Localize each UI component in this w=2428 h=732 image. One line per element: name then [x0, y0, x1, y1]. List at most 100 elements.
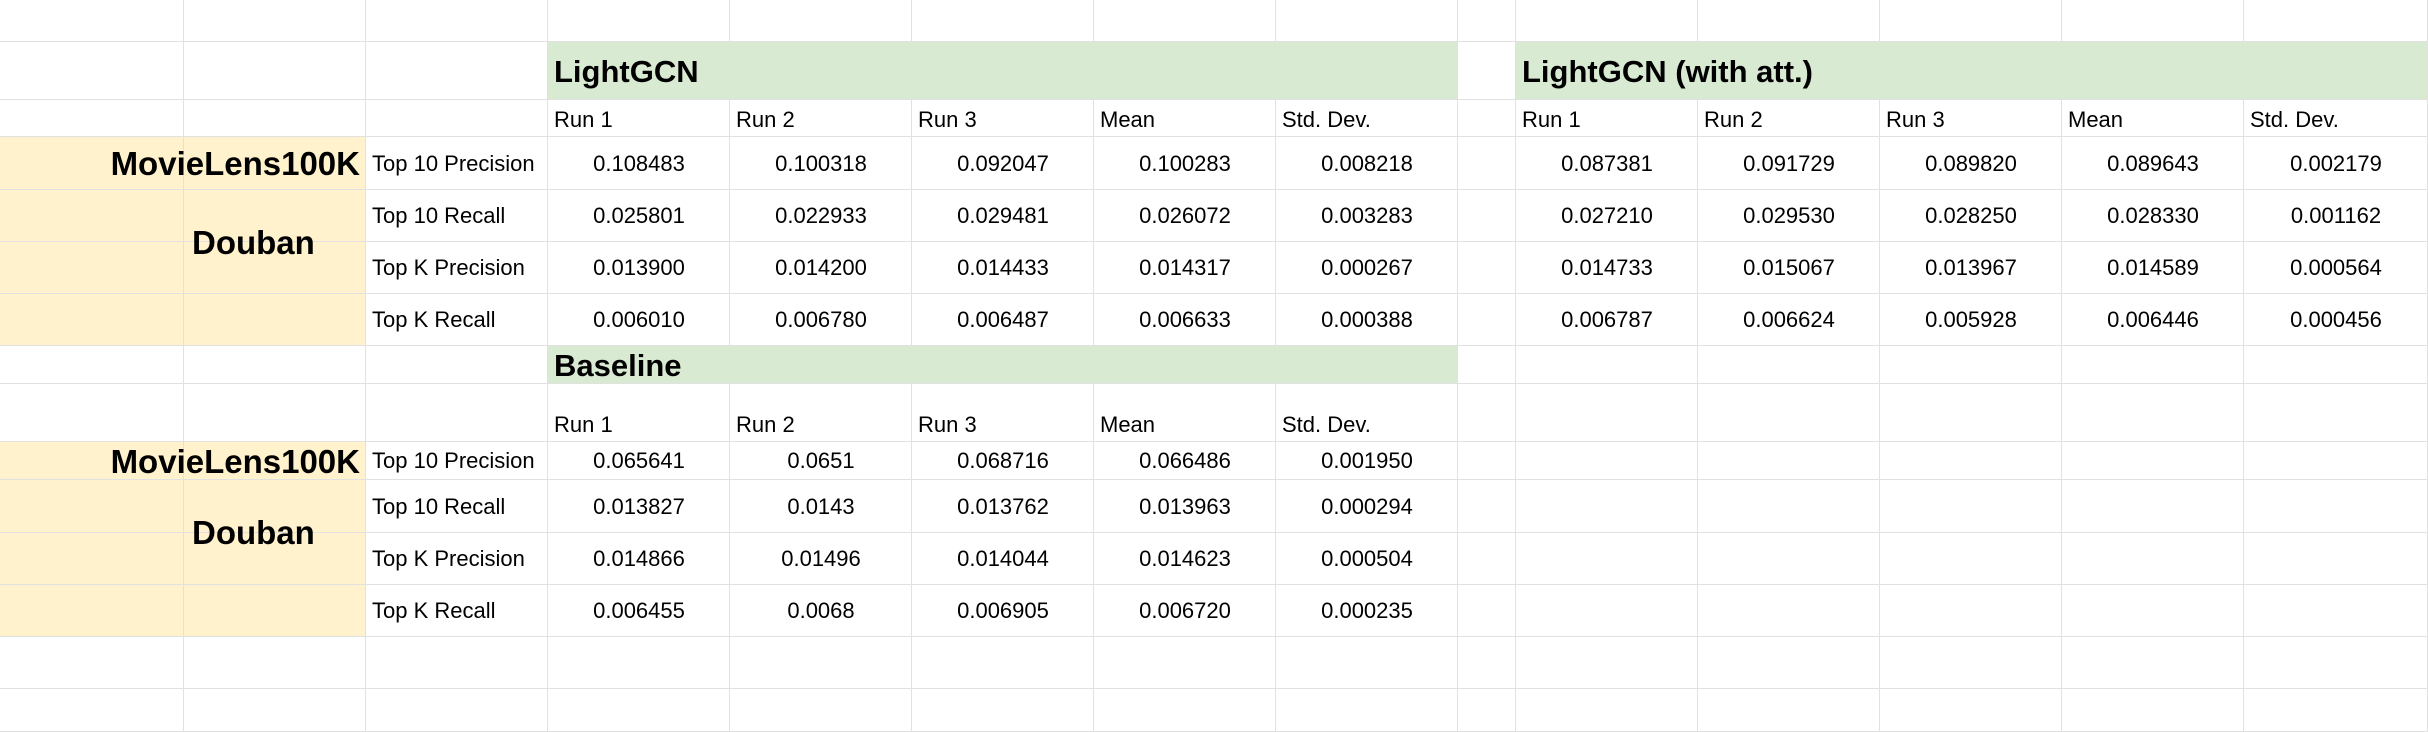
empty-cell[interactable] — [1516, 190, 1698, 242]
empty-cell[interactable] — [1094, 533, 1276, 585]
empty-cell[interactable] — [366, 442, 548, 480]
dataset-label-cell[interactable] — [184, 190, 366, 242]
empty-cell[interactable] — [2062, 346, 2244, 384]
empty-cell[interactable] — [1880, 480, 2062, 533]
empty-cell[interactable] — [1880, 294, 2062, 346]
value-cell[interactable]: 0.0143 — [787, 493, 855, 519]
metric-label[interactable]: Top 10 Precision — [372, 150, 535, 176]
empty-cell[interactable] — [1516, 294, 1698, 346]
value-cell[interactable]: 0.027210 — [1561, 203, 1653, 228]
empty-cell[interactable] — [912, 137, 1094, 190]
column-header[interactable]: Run 1 — [554, 107, 613, 132]
value-cell[interactable]: 0.029530 — [1743, 203, 1835, 228]
empty-cell[interactable] — [1880, 533, 2062, 585]
value-cell[interactable]: 0.100318 — [775, 150, 867, 176]
empty-cell[interactable] — [1880, 384, 2062, 442]
empty-cell[interactable] — [366, 137, 548, 190]
empty-cell[interactable] — [1698, 585, 1880, 637]
column-header[interactable]: Mean — [1100, 107, 1156, 132]
empty-cell[interactable] — [548, 137, 730, 190]
empty-cell[interactable] — [1094, 384, 1276, 442]
empty-cell[interactable] — [730, 480, 912, 533]
value-cell[interactable]: 0.065641 — [593, 448, 685, 473]
column-header[interactable]: Run 3 — [1886, 107, 1945, 132]
empty-cell[interactable] — [2244, 637, 2428, 689]
empty-cell[interactable] — [2062, 100, 2244, 137]
empty-cell[interactable] — [366, 637, 548, 689]
value-cell[interactable]: 0.013762 — [957, 493, 1049, 519]
header-cell[interactable] — [912, 42, 1094, 100]
dataset-label-cell[interactable] — [0, 190, 184, 242]
value-cell[interactable]: 0.000504 — [1321, 546, 1413, 571]
empty-cell[interactable] — [730, 242, 912, 294]
empty-cell[interactable] — [366, 533, 548, 585]
empty-cell[interactable] — [1516, 0, 1698, 42]
empty-cell[interactable] — [1094, 442, 1276, 480]
empty-cell[interactable] — [730, 689, 912, 732]
empty-cell[interactable] — [730, 384, 912, 442]
empty-cell[interactable] — [548, 689, 730, 732]
value-cell[interactable]: 0.006633 — [1139, 307, 1231, 332]
empty-cell[interactable] — [912, 480, 1094, 533]
value-cell[interactable]: 0.006905 — [957, 598, 1049, 623]
dataset-label-cell[interactable] — [184, 585, 366, 637]
metric-label[interactable]: Top K Recall — [372, 307, 496, 332]
empty-cell[interactable] — [1458, 585, 1516, 637]
empty-cell[interactable] — [1094, 294, 1276, 346]
empty-cell[interactable] — [1094, 242, 1276, 294]
empty-cell[interactable] — [1458, 100, 1516, 137]
empty-cell[interactable] — [1516, 585, 1698, 637]
empty-cell[interactable] — [548, 0, 730, 42]
empty-cell[interactable] — [730, 533, 912, 585]
empty-cell[interactable] — [0, 42, 184, 100]
empty-cell[interactable] — [1698, 190, 1880, 242]
empty-cell[interactable] — [366, 42, 548, 100]
dataset-label-cell[interactable] — [0, 480, 184, 533]
value-cell[interactable]: 0.066486 — [1139, 448, 1231, 473]
table-title-lightgcn[interactable]: LightGCN — [554, 53, 699, 89]
value-cell[interactable]: 0.014623 — [1139, 546, 1231, 571]
value-cell[interactable]: 0.006487 — [957, 307, 1049, 332]
value-cell[interactable]: 0.000235 — [1321, 598, 1413, 623]
empty-cell[interactable] — [548, 442, 730, 480]
empty-cell[interactable] — [912, 533, 1094, 585]
value-cell[interactable]: 0.006780 — [775, 307, 867, 332]
dataset-label-douban[interactable]: Douban — [192, 223, 315, 261]
dataset-label-cell[interactable] — [0, 137, 184, 190]
value-cell[interactable]: 0.014733 — [1561, 255, 1653, 280]
value-cell[interactable]: 0.100283 — [1139, 150, 1231, 176]
value-cell[interactable]: 0.022933 — [775, 203, 867, 228]
empty-cell[interactable] — [366, 480, 548, 533]
empty-cell[interactable] — [912, 242, 1094, 294]
empty-cell[interactable] — [2062, 585, 2244, 637]
empty-cell[interactable] — [1458, 242, 1516, 294]
empty-cell[interactable] — [2062, 689, 2244, 732]
empty-cell[interactable] — [548, 480, 730, 533]
value-cell[interactable]: 0.0651 — [787, 448, 855, 473]
empty-cell[interactable] — [1698, 480, 1880, 533]
empty-cell[interactable] — [2062, 0, 2244, 42]
empty-cell[interactable] — [1094, 190, 1276, 242]
value-cell[interactable]: 0.089643 — [2107, 150, 2199, 176]
empty-cell[interactable] — [0, 346, 184, 384]
value-cell[interactable]: 0.015067 — [1743, 255, 1835, 280]
column-header[interactable]: Std. Dev. — [1282, 412, 1371, 437]
header-cell[interactable] — [548, 42, 730, 100]
metric-label[interactable]: Top 10 Recall — [372, 203, 506, 228]
column-header[interactable]: Run 3 — [918, 107, 977, 132]
column-header[interactable]: Run 2 — [736, 107, 795, 132]
empty-cell[interactable] — [548, 100, 730, 137]
empty-cell[interactable] — [0, 0, 184, 42]
empty-cell[interactable] — [730, 585, 912, 637]
value-cell[interactable]: 0.108483 — [593, 150, 685, 176]
empty-cell[interactable] — [366, 100, 548, 137]
empty-cell[interactable] — [0, 637, 184, 689]
empty-cell[interactable] — [1458, 480, 1516, 533]
empty-cell[interactable] — [1516, 346, 1698, 384]
empty-cell[interactable] — [1516, 384, 1698, 442]
value-cell[interactable]: 0.008218 — [1321, 150, 1413, 176]
dataset-label-cell[interactable] — [0, 242, 184, 294]
column-header[interactable]: Mean — [2068, 107, 2124, 132]
empty-cell[interactable] — [366, 0, 548, 42]
empty-cell[interactable] — [1458, 294, 1516, 346]
